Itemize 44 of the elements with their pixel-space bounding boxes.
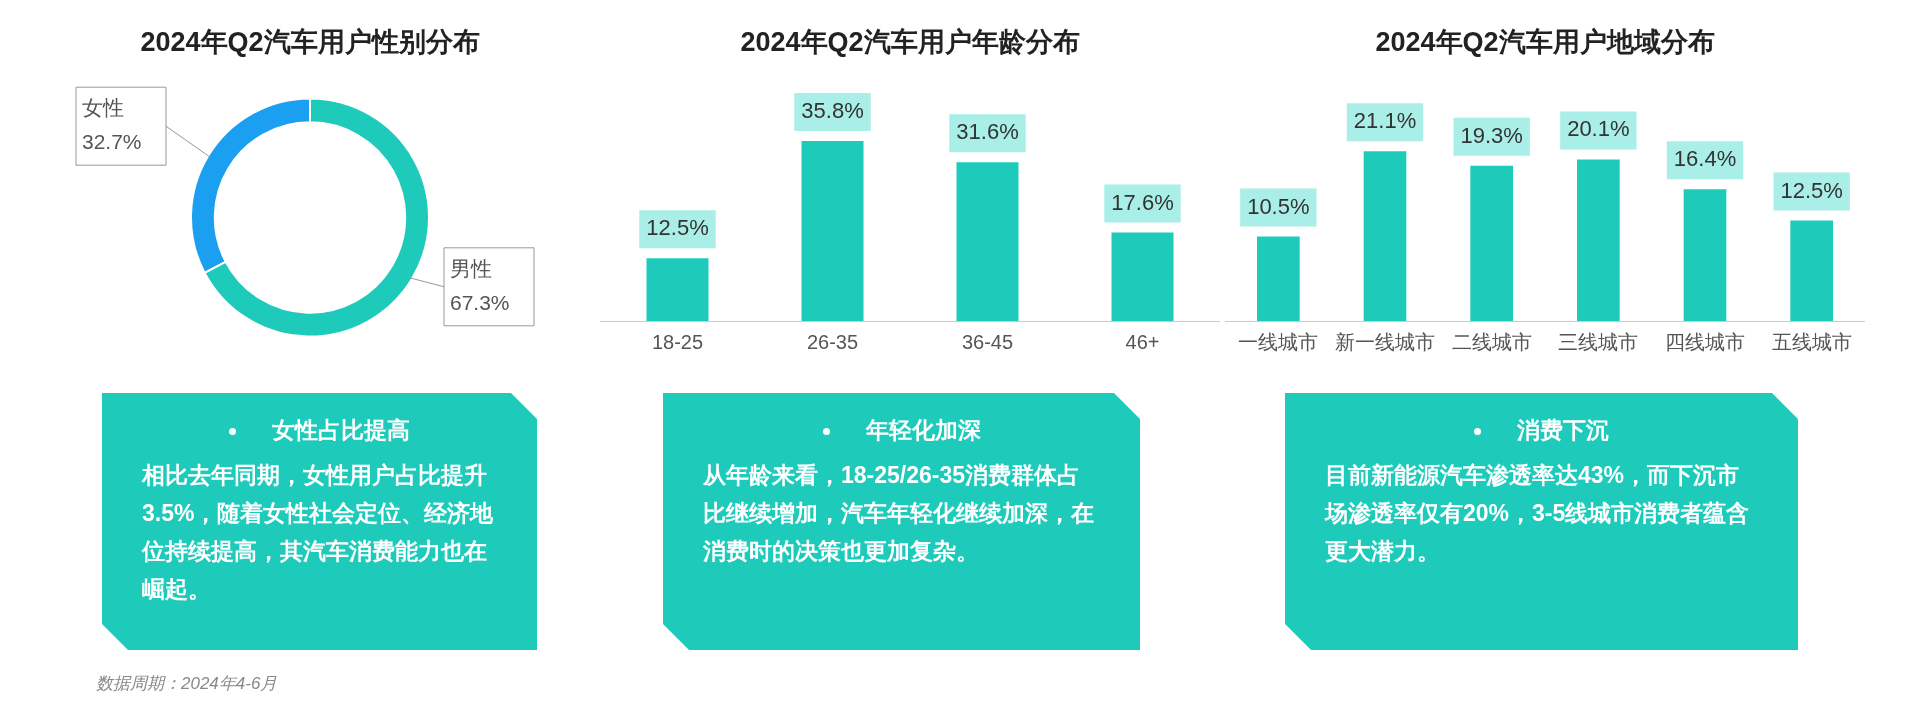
bar [801, 141, 864, 321]
text: 相比去年同期，女性用户占比提升3.5%，随着女性社会定位、经济地位持续提高，其汽车消费能力也在崛起。 [142, 461, 495, 604]
slice-label: 男性 [450, 256, 492, 280]
data-label: 17.6% [1111, 189, 1174, 215]
bar [956, 162, 1019, 321]
chart-title: 2024年Q2汽车用户地域分布 [1374, 26, 1716, 59]
bar [1257, 236, 1300, 321]
data-label: 35.8% [801, 98, 864, 124]
data-label: 21.1% [1353, 108, 1417, 134]
data-label: 31.6% [956, 119, 1019, 145]
x-tick-label: 五线城市 [1771, 330, 1852, 353]
x-tick-label: 四线城市 [1665, 330, 1745, 353]
data-label: 19.3% [1460, 122, 1523, 148]
data-label: 20.1% [1567, 116, 1630, 142]
text: 女性占比提高 [271, 416, 411, 445]
data-label: 10.5% [1247, 193, 1310, 219]
data-label: 32.7% [82, 129, 142, 153]
text: 从年龄来看，18-25/26-35消费群体占比继续增加，汽车年轻化继续加深，在消费时的决策也更加复杂。 [703, 461, 1095, 566]
data-label: 12.5% [646, 215, 709, 241]
bar [1577, 159, 1620, 321]
bar [1790, 220, 1833, 321]
x-tick-label: 18-25 [651, 330, 704, 353]
x-tick-label: 新一线城市 [1335, 330, 1435, 353]
bar [1111, 232, 1174, 321]
x-tick-label: 36-45 [961, 330, 1014, 353]
data-label: 16.4% [1673, 146, 1737, 172]
text: 消费下沉 [1516, 416, 1610, 445]
slice-label: 女性 [82, 95, 124, 119]
bar [646, 258, 709, 321]
text: 年轻化加深 [864, 416, 982, 445]
x-tick-label: 46+ [1125, 330, 1160, 353]
x-tick-label: 一线城市 [1238, 330, 1319, 353]
x-tick-label: 三线城市 [1558, 330, 1639, 353]
text: 数据周期：2024年4-6月 [96, 673, 278, 695]
chart-title: 2024年Q2汽车用户年龄分布 [739, 26, 1081, 59]
x-tick-label: 二线城市 [1451, 330, 1532, 353]
chart-title: 2024年Q2汽车用户性别分布 [139, 26, 481, 59]
text: 目前新能源汽车渗透率达43%，而下沉市场渗透率仅有20%，3-5线城市消费者蕴含更大潜力。 [1325, 461, 1751, 566]
bar [1683, 189, 1727, 321]
x-tick-label: 26-35 [806, 330, 859, 353]
data-label: 67.3% [450, 290, 510, 314]
bar [1363, 151, 1407, 321]
bar [1470, 165, 1513, 321]
data-label: 12.5% [1780, 177, 1843, 203]
